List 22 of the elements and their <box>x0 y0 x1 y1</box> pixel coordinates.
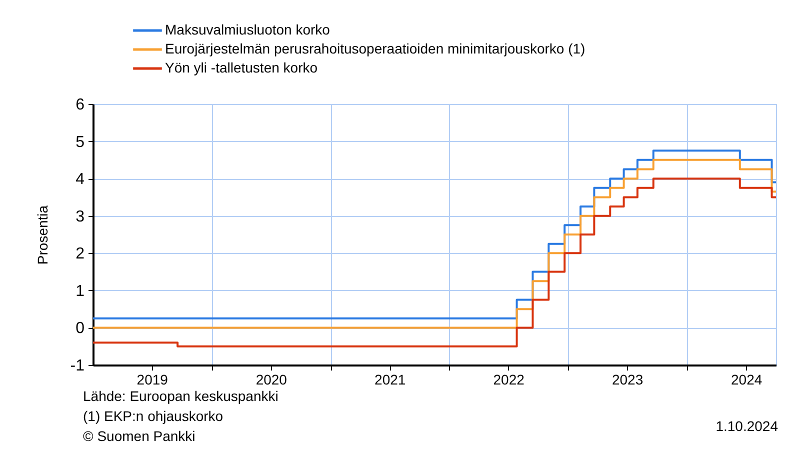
y-tick-label: -1 <box>70 358 85 374</box>
y-tick-label: 1 <box>76 282 85 300</box>
y-tick-label: 0 <box>76 320 85 338</box>
text: © Suomen Pankki <box>83 428 196 444</box>
legend-label: Yön yli -talletusten korko <box>165 60 318 76</box>
x-tick-label: 2024 <box>731 372 762 388</box>
x-tick-label: 2022 <box>493 372 525 388</box>
x-tick-label: 2020 <box>256 372 288 388</box>
legend-label: Eurojärjestelmän perusrahoitusoperaatioiden minimitarjouskorko (1) <box>165 40 586 56</box>
y-tick-label: 5 <box>76 134 85 151</box>
text: Lähde: Euroopan keskuspankki <box>83 388 278 404</box>
x-tick-label: 2021 <box>374 372 406 388</box>
y-tick-label: 3 <box>76 208 85 226</box>
y-tick-label: 4 <box>76 171 85 188</box>
y-tick-label: 2 <box>76 246 85 263</box>
x-tick-label: 2023 <box>612 372 644 388</box>
text: (1) EKP:n ohjauskorko <box>83 408 224 424</box>
legend-label: Maksuvalmiusluoton korko <box>165 22 330 38</box>
y-tick-label: 6 <box>76 96 85 114</box>
x-tick-label: 2019 <box>136 372 168 388</box>
text: 1.10.2024 <box>716 418 778 434</box>
y-axis-title: Prosentia <box>34 205 50 265</box>
